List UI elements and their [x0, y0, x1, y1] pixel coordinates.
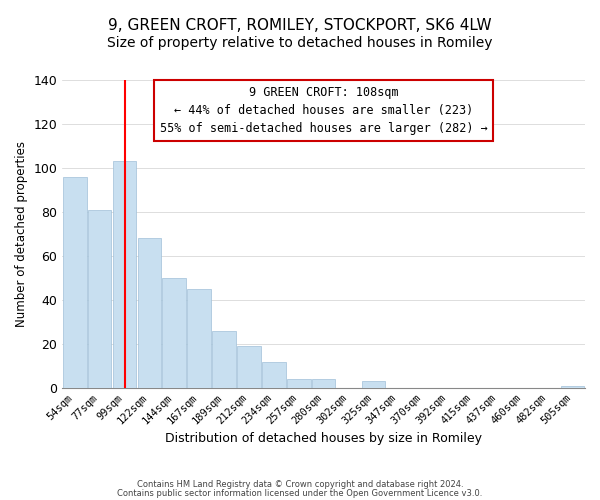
- Bar: [187, 289, 211, 388]
- Bar: [561, 386, 584, 388]
- Bar: [312, 379, 335, 388]
- Text: Contains HM Land Registry data © Crown copyright and database right 2024.: Contains HM Land Registry data © Crown c…: [137, 480, 463, 489]
- Bar: [163, 278, 186, 388]
- Text: 9 GREEN CROFT: 108sqm
← 44% of detached houses are smaller (223)
55% of semi-det: 9 GREEN CROFT: 108sqm ← 44% of detached …: [160, 86, 488, 135]
- Y-axis label: Number of detached properties: Number of detached properties: [15, 141, 28, 327]
- Bar: [287, 379, 311, 388]
- X-axis label: Distribution of detached houses by size in Romiley: Distribution of detached houses by size …: [165, 432, 482, 445]
- Bar: [113, 162, 136, 388]
- Text: 9, GREEN CROFT, ROMILEY, STOCKPORT, SK6 4LW: 9, GREEN CROFT, ROMILEY, STOCKPORT, SK6 …: [108, 18, 492, 32]
- Bar: [362, 382, 385, 388]
- Bar: [63, 177, 86, 388]
- Text: Size of property relative to detached houses in Romiley: Size of property relative to detached ho…: [107, 36, 493, 50]
- Bar: [212, 331, 236, 388]
- Bar: [137, 238, 161, 388]
- Bar: [88, 210, 112, 388]
- Text: Contains public sector information licensed under the Open Government Licence v3: Contains public sector information licen…: [118, 488, 482, 498]
- Bar: [262, 362, 286, 388]
- Bar: [237, 346, 261, 388]
